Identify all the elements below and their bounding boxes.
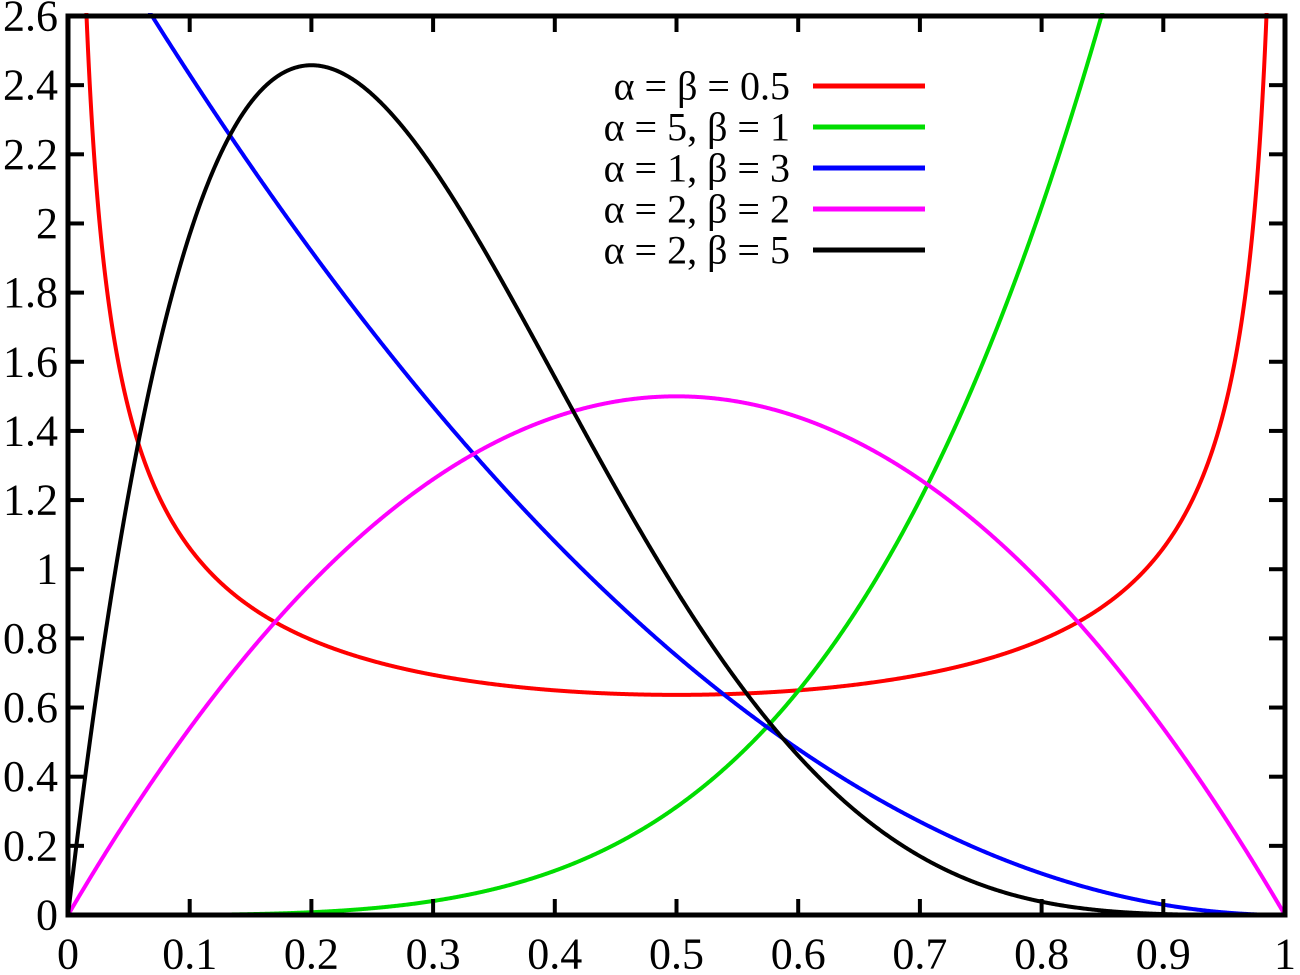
y-tick-label: 1.4 — [3, 406, 58, 455]
legend-label: α = 1, β = 3 — [604, 146, 790, 191]
x-tick-label: 0.3 — [406, 930, 461, 975]
x-tick-label: 0.6 — [771, 930, 826, 975]
legend-entry: α = β = 0.5 — [614, 64, 925, 109]
legend-label: α = β = 0.5 — [614, 64, 790, 109]
x-tick-label: 0.9 — [1136, 930, 1191, 975]
x-tick-label: 0.7 — [892, 930, 947, 975]
legend-label: α = 5, β = 1 — [604, 105, 790, 150]
y-tick-label: 2 — [36, 199, 58, 248]
x-tick-label: 0.5 — [649, 930, 704, 975]
y-tick-label: 2.4 — [3, 61, 58, 110]
y-tick-label: 1 — [36, 545, 58, 594]
y-tick-label: 0.2 — [3, 821, 58, 870]
y-tick-label: 0.6 — [3, 683, 58, 732]
legend-entry: α = 1, β = 3 — [604, 146, 925, 191]
x-tick-label: 1 — [1274, 930, 1296, 975]
pdf-curve-4 — [66, 394, 1287, 917]
x-tick-label: 0.8 — [1014, 930, 1069, 975]
x-tick-label: 0.4 — [527, 930, 582, 975]
y-tick-label: 0 — [36, 891, 58, 940]
y-tick-label: 1.6 — [3, 337, 58, 386]
legend-entry: α = 2, β = 5 — [604, 228, 925, 273]
pdf-curve-1 — [84, 13, 1269, 697]
legend: α = β = 0.5α = 5, β = 1α = 1, β = 3α = 2… — [604, 64, 925, 273]
y-tick-label: 0.8 — [3, 614, 58, 663]
axis-ticks — [66, 14, 1287, 917]
legend-entry: α = 5, β = 1 — [604, 105, 925, 150]
legend-entry: α = 2, β = 2 — [604, 187, 925, 232]
legend-label: α = 2, β = 5 — [604, 228, 790, 273]
x-tick-label: 0.1 — [162, 930, 217, 975]
pdf-curve-3 — [147, 13, 1287, 917]
y-tick-label: 0.4 — [3, 752, 58, 801]
y-tick-label: 2.2 — [3, 130, 58, 179]
y-tick-label: 1.2 — [3, 476, 58, 525]
legend-label: α = 2, β = 2 — [604, 187, 790, 232]
x-tick-label: 0 — [57, 930, 79, 975]
x-tick-label: 0.2 — [284, 930, 339, 975]
pdf-curve-5 — [66, 63, 1287, 917]
y-tick-label: 2.6 — [3, 0, 58, 41]
y-tick-label: 1.8 — [3, 268, 58, 317]
